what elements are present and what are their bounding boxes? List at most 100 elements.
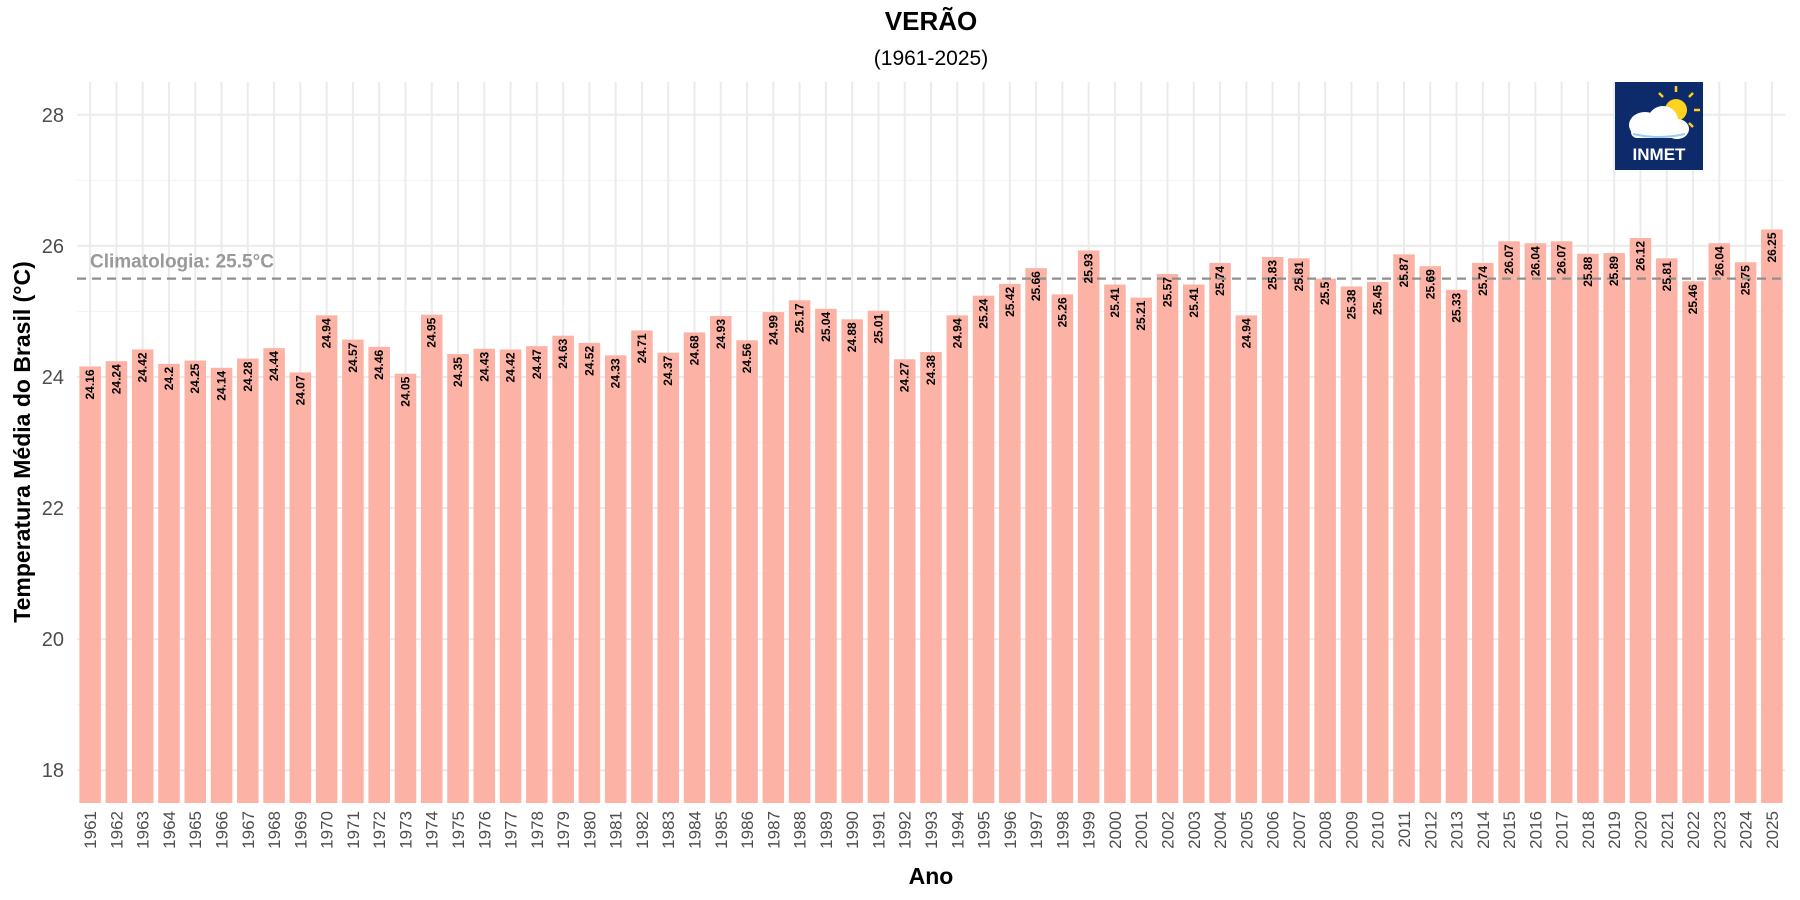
y-axis-ticks: 18 20 22 24 26 28 xyxy=(42,105,64,782)
chart-subtitle: (1961-2025) xyxy=(874,47,988,70)
x-tick-label: 1969 xyxy=(291,811,310,849)
bar xyxy=(394,373,417,803)
x-tick-label: 1981 xyxy=(607,811,626,849)
data-label: 24.07 xyxy=(293,375,307,405)
bar xyxy=(1761,229,1783,803)
x-tick-label: 1974 xyxy=(423,811,442,849)
bar xyxy=(657,352,680,803)
bar xyxy=(368,346,390,803)
bar xyxy=(1261,257,1284,804)
data-label: 25.33 xyxy=(1450,292,1464,322)
data-label: 25.83 xyxy=(1266,260,1280,290)
bar xyxy=(1077,250,1100,804)
reference-line-group: Climatologia: 25.5°C xyxy=(77,252,1785,280)
bar xyxy=(1445,289,1468,804)
bar xyxy=(1393,254,1415,804)
x-tick-label: 1995 xyxy=(975,811,994,849)
x-tick-label: 2021 xyxy=(1658,811,1677,849)
bar xyxy=(788,300,811,803)
bar xyxy=(1156,274,1179,803)
data-labels: 24.16 24.24 24.42 24.2 24.25 24.14 24.28 24.44 2… xyxy=(83,232,1779,407)
bar xyxy=(1025,268,1047,804)
x-tick-label: 1965 xyxy=(186,811,205,849)
x-tick-label: 2007 xyxy=(1290,811,1309,849)
data-label: 24.38 xyxy=(924,355,938,385)
data-label: 25.93 xyxy=(1082,253,1096,283)
data-label: 24.46 xyxy=(372,349,386,379)
x-tick-label: 2014 xyxy=(1474,811,1493,849)
x-tick-label: 2020 xyxy=(1631,811,1650,849)
bar xyxy=(1209,262,1231,803)
x-tick-label: 1964 xyxy=(160,811,179,849)
x-tick-label: 2024 xyxy=(1737,811,1756,849)
x-tick-label: 1993 xyxy=(922,811,941,849)
x-tick-label: 1972 xyxy=(370,811,389,849)
y-tick-label: 24 xyxy=(42,367,64,389)
x-tick-label: 1976 xyxy=(475,811,494,849)
bar xyxy=(841,319,863,803)
x-tick-label: 2023 xyxy=(1710,811,1729,849)
data-label: 25.74 xyxy=(1213,266,1227,296)
data-label: 24.2 xyxy=(162,367,176,391)
data-label: 24.63 xyxy=(556,338,570,368)
data-label: 24.14 xyxy=(215,370,229,400)
bar xyxy=(420,314,443,803)
bar xyxy=(893,359,916,803)
data-label: 25.81 xyxy=(1292,261,1306,291)
data-label: 24.57 xyxy=(346,342,360,372)
bar xyxy=(131,349,154,803)
data-label: 25.24 xyxy=(977,298,991,328)
x-tick-label: 2000 xyxy=(1106,811,1125,849)
bar xyxy=(447,354,469,803)
data-label: 25.04 xyxy=(819,311,833,341)
x-tick-label: 2003 xyxy=(1185,811,1204,849)
bar xyxy=(1235,315,1258,803)
data-label: 24.25 xyxy=(188,363,202,393)
bar xyxy=(762,312,785,803)
bar xyxy=(1182,284,1205,803)
bar xyxy=(1340,286,1363,803)
x-tick-label: 1973 xyxy=(396,811,415,849)
data-label: 25.45 xyxy=(1371,285,1385,315)
bar xyxy=(1734,262,1757,803)
bar xyxy=(683,332,706,803)
data-label: 24.42 xyxy=(136,352,150,382)
bar xyxy=(79,366,101,803)
data-label: 25.74 xyxy=(1476,266,1490,296)
data-label: 26.25 xyxy=(1765,232,1779,262)
bar xyxy=(920,352,942,803)
data-label: 24.94 xyxy=(320,318,334,348)
bar xyxy=(867,310,890,803)
bar xyxy=(1366,281,1389,803)
bar xyxy=(1655,258,1678,803)
bar xyxy=(736,340,758,803)
bars xyxy=(79,229,1783,804)
data-label: 24.05 xyxy=(398,376,412,406)
data-label: 24.93 xyxy=(714,319,728,349)
x-tick-label: 1979 xyxy=(554,811,573,849)
x-tick-label: 2018 xyxy=(1579,811,1598,849)
data-label: 25.81 xyxy=(1660,261,1674,291)
bar xyxy=(604,355,627,803)
bar xyxy=(526,346,548,803)
data-label: 25.41 xyxy=(1108,287,1122,317)
data-label: 25.5 xyxy=(1318,281,1332,305)
data-label: 25.38 xyxy=(1344,289,1358,319)
bar xyxy=(1629,237,1652,804)
x-tick-label: 1982 xyxy=(633,811,652,849)
x-tick-label: 2025 xyxy=(1763,811,1782,849)
bar xyxy=(1682,281,1704,803)
bar xyxy=(1498,241,1520,803)
bar xyxy=(946,315,969,803)
data-label: 26.04 xyxy=(1528,246,1542,276)
x-tick-label: 1992 xyxy=(896,811,915,849)
y-tick-label: 22 xyxy=(42,498,64,520)
bar xyxy=(999,283,1021,803)
bar xyxy=(342,339,364,803)
chart-title: VERÃO xyxy=(885,6,977,36)
data-label: 24.42 xyxy=(504,352,518,382)
data-label: 24.44 xyxy=(267,351,281,381)
x-tick-label: 1963 xyxy=(134,811,153,849)
data-label: 24.52 xyxy=(582,346,596,376)
